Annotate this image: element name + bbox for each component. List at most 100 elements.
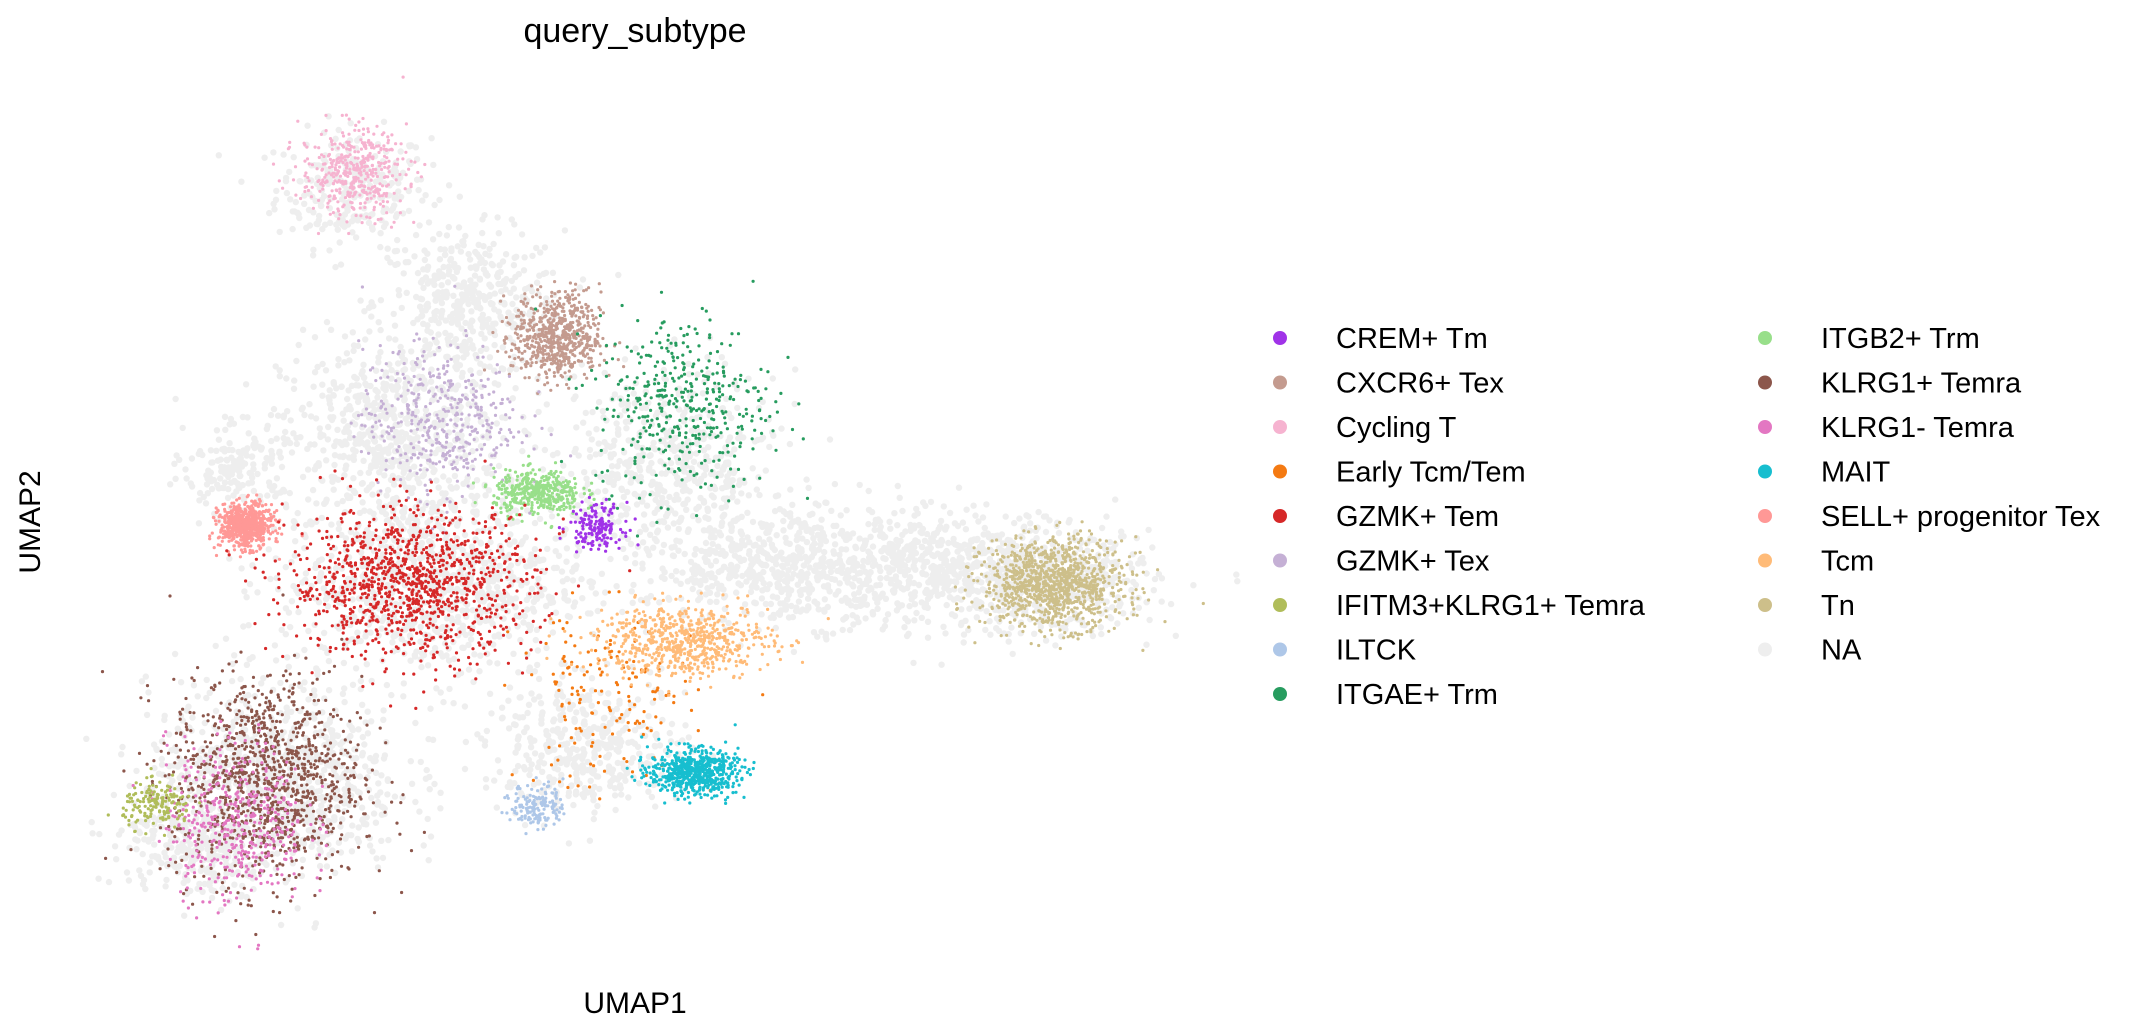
na-cell-point — [326, 400, 334, 408]
na-cell-point — [359, 499, 366, 506]
na-cell-point — [607, 443, 614, 451]
na-cell-point — [683, 506, 690, 513]
na-cell-point — [280, 412, 288, 419]
na-cell-point — [246, 580, 254, 588]
na-cell-point — [412, 144, 420, 151]
na-cell-point — [918, 614, 925, 621]
na-cell-point — [1098, 630, 1105, 638]
na-cell-point — [243, 594, 250, 601]
na-cell-point — [565, 597, 572, 604]
na-cell-point — [563, 558, 570, 565]
na-cell-point — [474, 296, 481, 303]
na-cell-point — [1003, 548, 1010, 555]
na-cell-point — [648, 481, 655, 489]
na-cell-point — [348, 724, 355, 731]
na-cell-point — [733, 589, 740, 596]
na-cell-point — [394, 236, 401, 244]
na-cell-point — [449, 273, 457, 281]
na-cell-point — [919, 525, 927, 533]
na-cell-point — [277, 921, 285, 929]
na-cell-point — [368, 313, 375, 320]
na-cell-point — [341, 333, 349, 340]
na-cell-point — [391, 793, 399, 800]
na-cell-point — [294, 905, 301, 912]
na-cell-point — [474, 492, 481, 500]
na-cell-point — [636, 467, 644, 474]
na-cell-point — [199, 728, 206, 736]
na-cell-point — [482, 270, 490, 277]
na-cell-point — [705, 515, 712, 522]
na-cell-point — [787, 486, 794, 493]
na-cell-point — [471, 281, 478, 288]
na-cell-point — [597, 473, 604, 480]
na-cell-point — [429, 236, 437, 243]
na-cell-point — [375, 605, 383, 612]
na-cell-point — [358, 804, 366, 811]
na-cell-point — [476, 304, 483, 311]
na-cell-point — [454, 243, 461, 250]
na-cell-point — [1234, 578, 1241, 585]
na-cell-point — [662, 470, 669, 477]
na-cell-point — [386, 433, 393, 441]
na-cell-point — [738, 490, 745, 497]
na-cell-point — [811, 524, 818, 532]
na-cell-point — [407, 758, 414, 765]
na-cell-point — [356, 509, 364, 517]
na-cell-point — [1130, 578, 1137, 586]
na-cell-point — [542, 269, 550, 277]
na-cell-point — [406, 142, 413, 149]
na-cell-point — [814, 600, 821, 607]
na-cell-point — [351, 412, 359, 419]
na-cell-point — [360, 361, 367, 368]
na-cell-point — [313, 462, 320, 470]
na-cell-point — [430, 395, 437, 402]
na-cell-point — [552, 609, 560, 616]
na-cell-point — [535, 408, 542, 416]
na-cell-point — [355, 726, 362, 733]
na-cell-point — [429, 499, 436, 507]
na-cell-point — [826, 436, 834, 443]
na-cell-point — [762, 600, 770, 608]
na-cell-point — [671, 336, 678, 343]
na-cell-point — [780, 508, 787, 515]
na-cell-point — [773, 594, 781, 601]
na-cell-point — [549, 269, 557, 276]
na-cell-point — [632, 560, 639, 567]
na-cell-point — [349, 681, 357, 688]
na-cell-point — [659, 518, 666, 525]
na-cell-point — [709, 540, 716, 548]
na-cell-point — [371, 406, 378, 414]
na-cell-point — [675, 547, 682, 554]
na-cell-point — [958, 606, 965, 613]
na-cell-point — [373, 855, 380, 862]
na-cell-point — [1009, 650, 1016, 658]
na-cell-point — [487, 329, 494, 336]
na-cell-point — [805, 604, 812, 612]
na-cell-point — [480, 243, 487, 250]
na-cell-point — [483, 469, 491, 477]
na-cell-point — [301, 679, 308, 686]
na-cell-point — [619, 608, 626, 616]
na-cell-point — [377, 541, 384, 549]
na-cell-point — [190, 682, 198, 689]
na-cell-point — [179, 424, 186, 432]
na-cell-point — [866, 550, 874, 557]
na-cell-point — [347, 732, 354, 740]
na-cell-point — [424, 266, 431, 273]
na-cell-point — [452, 363, 459, 371]
na-cell-point — [499, 596, 507, 603]
na-cell-point — [595, 440, 602, 447]
na-cell-point — [940, 503, 947, 510]
na-cell-point — [1114, 620, 1121, 627]
na-cell-point — [613, 583, 620, 590]
na-cell-point — [1097, 624, 1105, 631]
na-cell-point — [722, 483, 729, 491]
na-cell-point — [561, 588, 568, 596]
na-cell-point — [406, 435, 413, 442]
na-cell-point — [664, 524, 672, 531]
na-cell-point — [826, 588, 833, 595]
na-cell-point — [313, 665, 320, 672]
na-cell-point — [382, 386, 389, 394]
na-cell-point — [943, 601, 950, 609]
na-cell-point — [1011, 519, 1018, 527]
